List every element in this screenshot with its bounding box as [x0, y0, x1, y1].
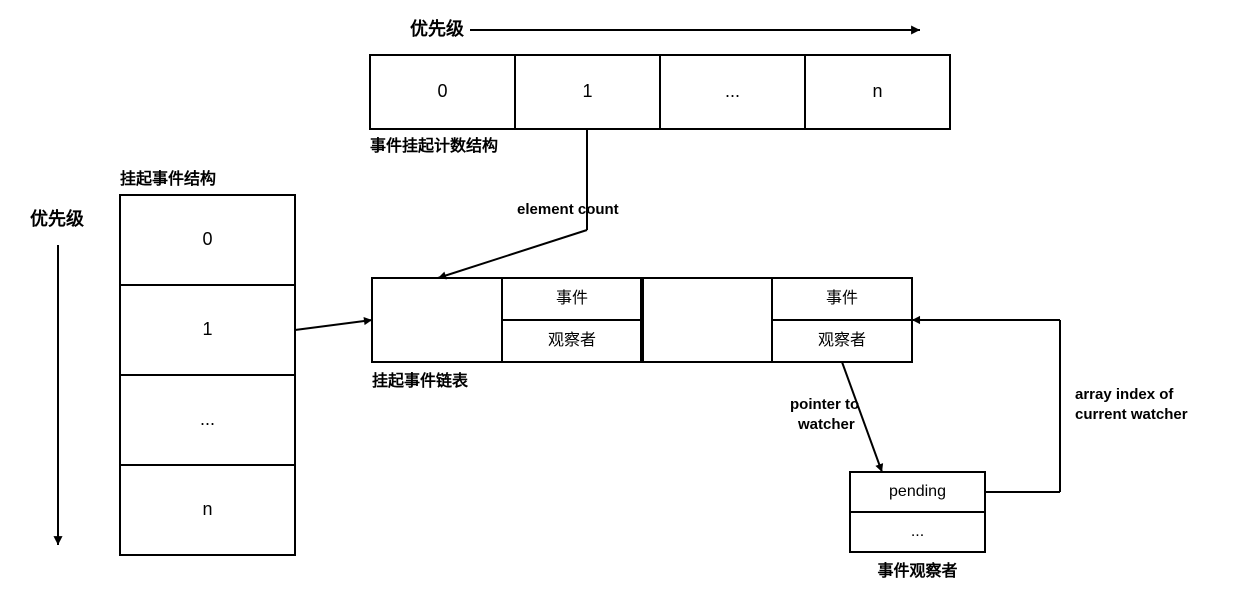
svg-text:观察者: 观察者 — [548, 331, 596, 349]
svg-text:n: n — [872, 81, 882, 101]
svg-text:事件: 事件 — [556, 289, 588, 307]
svg-text:array index of: array index of — [1075, 386, 1174, 403]
svg-text:优先级: 优先级 — [410, 18, 465, 39]
svg-text:pointer to: pointer to — [790, 396, 859, 413]
svg-text:观察者: 观察者 — [818, 331, 866, 349]
svg-text:事件: 事件 — [826, 289, 858, 307]
svg-text:事件观察者: 事件观察者 — [877, 561, 957, 580]
svg-text:...: ... — [200, 409, 215, 429]
svg-text:...: ... — [911, 523, 924, 540]
svg-text:...: ... — [725, 81, 740, 101]
svg-text:0: 0 — [202, 229, 212, 249]
svg-text:挂起事件结构: 挂起事件结构 — [120, 169, 216, 188]
svg-text:watcher: watcher — [797, 416, 855, 433]
svg-text:0: 0 — [437, 81, 447, 101]
svg-text:current watcher: current watcher — [1075, 406, 1188, 423]
svg-text:1: 1 — [582, 81, 592, 101]
svg-text:element count: element count — [517, 201, 619, 218]
svg-text:n: n — [202, 499, 212, 519]
svg-text:挂起事件链表: 挂起事件链表 — [372, 371, 469, 390]
svg-text:优先级: 优先级 — [30, 208, 85, 229]
svg-text:1: 1 — [202, 319, 212, 339]
svg-text:pending: pending — [889, 483, 946, 500]
svg-text:事件挂起计数结构: 事件挂起计数结构 — [370, 136, 498, 155]
